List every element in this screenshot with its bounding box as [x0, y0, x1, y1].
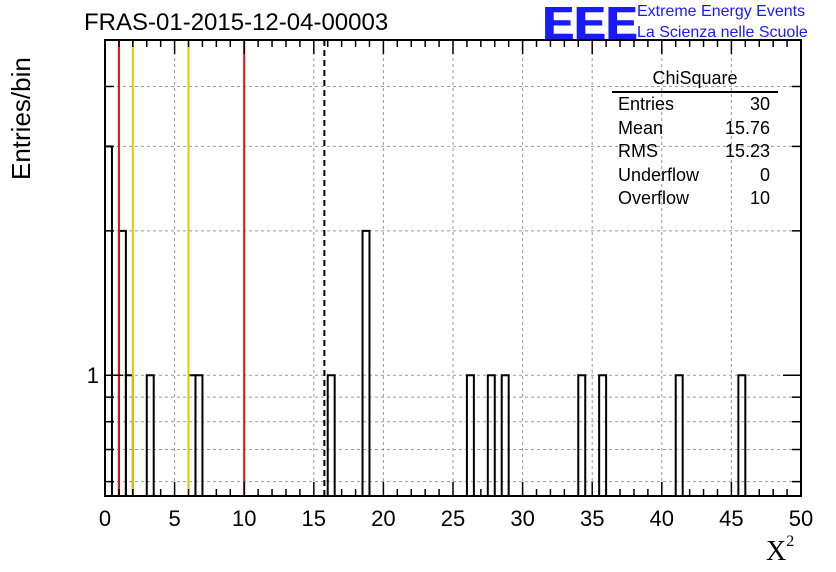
x-tick-label: 35	[580, 506, 604, 531]
stats-label: Entries	[618, 94, 675, 114]
histogram-bin	[361, 229, 371, 496]
histogram-bin	[500, 374, 510, 496]
y-axis-label: Entries/bin	[6, 57, 36, 180]
histogram-bin	[117, 229, 127, 496]
x-tick-label: 15	[302, 506, 326, 531]
grid-lines	[105, 40, 801, 496]
x-tick-label: 0	[99, 506, 111, 531]
x-tick-label: 10	[232, 506, 256, 531]
stats-row: Mean 15.76	[612, 117, 778, 141]
stats-value: 0	[759, 164, 770, 185]
stats-row: Entries 30	[612, 93, 778, 117]
stats-box: ChiSquare Entries 30 Mean 15.76 RMS 15.2…	[612, 68, 778, 211]
histogram-bin	[326, 374, 336, 496]
stats-value: 30	[749, 94, 770, 114]
reference-lines	[117, 40, 326, 496]
stats-value: 15.76	[724, 117, 770, 138]
histogram-bin	[187, 374, 197, 496]
stats-label: Overflow	[618, 188, 690, 208]
histogram-bin	[486, 374, 496, 496]
eee-logo: EEE	[543, 0, 639, 49]
stats-label: RMS	[618, 141, 658, 161]
stats-label: Mean	[618, 117, 664, 138]
x-tick-label: 45	[719, 506, 743, 531]
histogram-bin	[737, 374, 747, 496]
histogram-bin	[674, 374, 684, 496]
stats-value: 10	[749, 188, 770, 208]
x-tick-label: 50	[789, 506, 813, 531]
x-tick-label: 20	[371, 506, 395, 531]
logo-line-1: Extreme Energy Events	[637, 3, 806, 20]
histogram-bin	[145, 374, 155, 496]
stats-row: RMS 15.23	[612, 140, 778, 164]
histogram-bin	[465, 374, 475, 496]
tick-labels: 0 5 10 15 20 25 30 35 40 45 50 1	[87, 363, 813, 531]
histogram-bin	[577, 374, 587, 496]
x-axis-label-main: X	[766, 536, 787, 567]
stats-value: 15.23	[724, 141, 770, 161]
x-axis-label-superscript: 2	[786, 532, 795, 550]
stats-label: Underflow	[618, 164, 700, 185]
x-axis-label: X2	[766, 532, 795, 568]
axis-ticks	[104, 39, 802, 496]
histogram-bin	[598, 374, 608, 496]
x-tick-label: 5	[168, 506, 180, 531]
histogram-bin	[104, 145, 113, 496]
x-tick-label: 40	[650, 506, 674, 531]
stats-row: Underflow 0	[612, 164, 778, 188]
histogram-bin	[124, 374, 134, 496]
logo-line-2: La Scienza nelle Scuole	[637, 24, 808, 41]
stats-row: Overflow 10	[612, 187, 778, 211]
chart-title: FRAS-01-2015-12-04-00003	[84, 9, 389, 36]
x-tick-label: 30	[510, 506, 534, 531]
y-tick-label: 1	[87, 363, 99, 388]
x-tick-label: 25	[441, 506, 465, 531]
histogram-bin	[194, 374, 204, 496]
stats-title: ChiSquare	[612, 68, 778, 93]
